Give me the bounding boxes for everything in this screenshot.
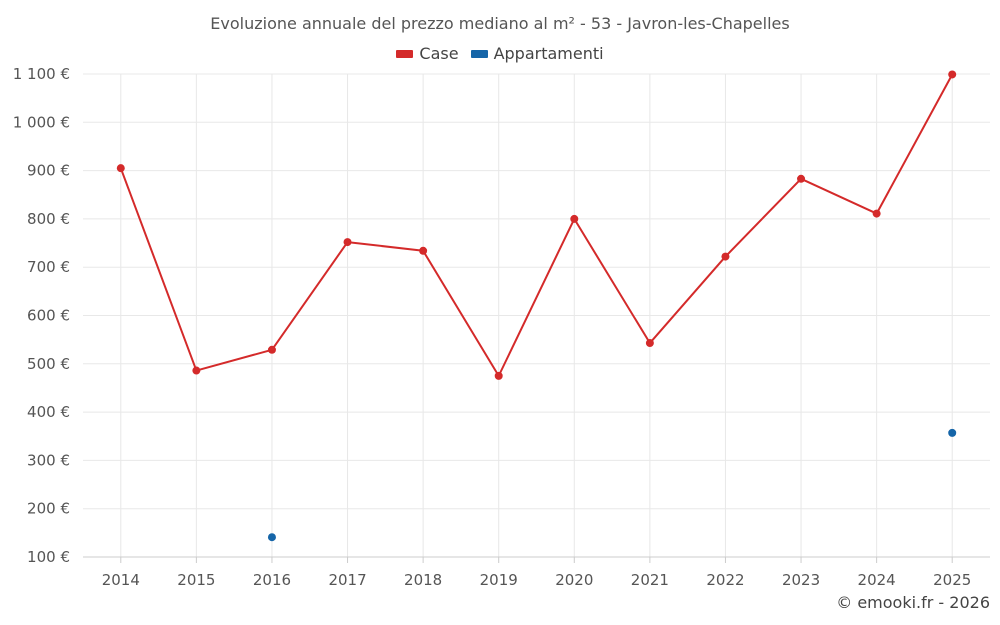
data-point-case bbox=[645, 339, 654, 348]
legend-swatch-appartamenti bbox=[470, 49, 488, 58]
y-tick-label: 900 € bbox=[27, 162, 70, 180]
data-point-appartamenti bbox=[267, 533, 276, 542]
data-point-case bbox=[116, 164, 125, 173]
x-tick-label: 2015 bbox=[177, 571, 215, 589]
data-point-case bbox=[192, 366, 201, 375]
legend-item-case[interactable]: Case bbox=[396, 44, 459, 63]
y-tick-label: 1 000 € bbox=[13, 113, 70, 131]
x-tick-label: 2017 bbox=[328, 571, 366, 589]
data-point-case bbox=[419, 246, 428, 255]
y-tick-label: 400 € bbox=[27, 403, 70, 421]
y-tick-label: 100 € bbox=[27, 548, 70, 566]
x-tick-label: 2024 bbox=[858, 571, 896, 589]
data-point-case bbox=[797, 174, 806, 183]
x-tick-label: 2019 bbox=[480, 571, 518, 589]
data-point-case bbox=[721, 252, 730, 261]
y-tick-label: 600 € bbox=[27, 307, 70, 325]
legend-label-appartamenti: Appartamenti bbox=[493, 44, 604, 63]
x-tick-label: 2025 bbox=[933, 571, 971, 589]
x-tick-label: 2022 bbox=[706, 571, 744, 589]
y-tick-label: 300 € bbox=[27, 451, 70, 469]
x-tick-label: 2014 bbox=[102, 571, 140, 589]
credit: © emooki.fr - 2026 bbox=[836, 593, 990, 612]
legend-swatch-case bbox=[396, 49, 414, 58]
data-point-case bbox=[267, 345, 276, 354]
data-point-case bbox=[494, 371, 503, 380]
data-point-case bbox=[872, 209, 881, 218]
y-tick-label: 700 € bbox=[27, 258, 70, 276]
x-tick-label: 2020 bbox=[555, 571, 593, 589]
chart-title: Evoluzione annuale del prezzo mediano al… bbox=[210, 14, 790, 33]
x-tick-label: 2021 bbox=[631, 571, 669, 589]
data-point-appartamenti bbox=[948, 428, 957, 437]
y-tick-label: 500 € bbox=[27, 355, 70, 373]
data-point-case bbox=[948, 70, 957, 79]
y-tick-label: 200 € bbox=[27, 500, 70, 518]
legend: Case Appartamenti bbox=[0, 44, 1000, 63]
data-point-case bbox=[570, 214, 579, 223]
x-tick-label: 2018 bbox=[404, 571, 442, 589]
x-tick-label: 2016 bbox=[253, 571, 291, 589]
legend-label-case: Case bbox=[419, 44, 459, 63]
y-tick-label: 1 100 € bbox=[13, 65, 70, 83]
x-tick-label: 2023 bbox=[782, 571, 820, 589]
legend-item-appartamenti[interactable]: Appartamenti bbox=[470, 44, 604, 63]
data-point-case bbox=[343, 238, 352, 247]
y-tick-label: 800 € bbox=[27, 210, 70, 228]
series-line-case bbox=[119, 74, 954, 377]
